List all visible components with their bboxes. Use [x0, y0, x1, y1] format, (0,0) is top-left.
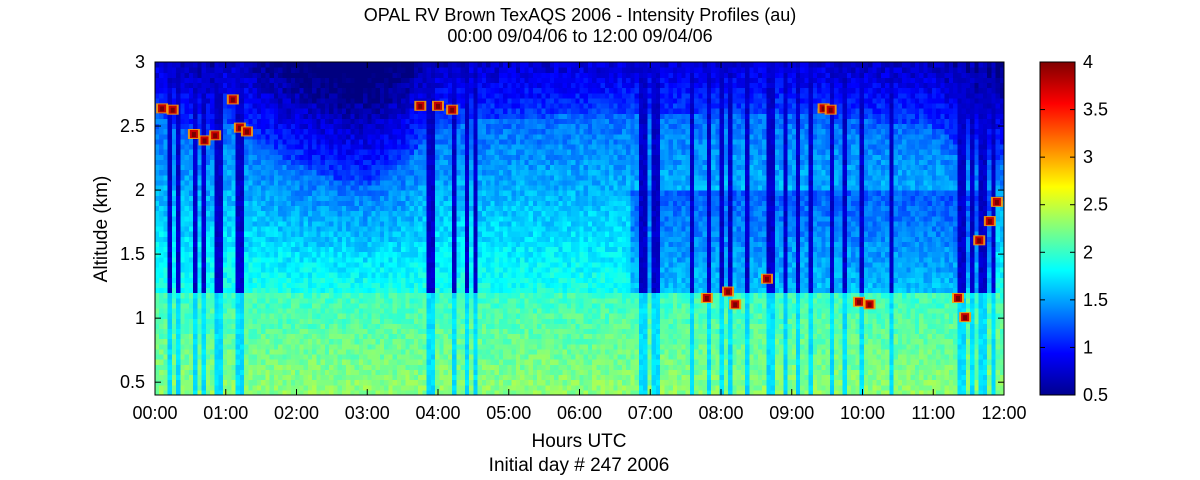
high-intensity-patch: [209, 130, 222, 141]
high-intensity-patch: [817, 103, 830, 114]
high-intensity-patch: [414, 100, 427, 111]
high-intensity-patch: [722, 286, 735, 297]
high-intensity-patch: [729, 299, 742, 310]
y-tick-label: 1.5: [120, 244, 145, 264]
y-tick-label: 2.5: [120, 116, 145, 136]
colorbar-tick-label: 2.5: [1083, 195, 1108, 215]
high-intensity-patch: [824, 104, 837, 115]
x-tick-label: 10:00: [840, 403, 885, 423]
x-tick-label: 03:00: [345, 403, 390, 423]
x-tick-label: 04:00: [415, 403, 460, 423]
colorbar-tick-label: 4: [1083, 52, 1093, 72]
x-tick-label: 00:00: [132, 403, 177, 423]
x-tick-label: 11:00: [911, 403, 955, 423]
colorbar-tick-label: 2: [1083, 242, 1093, 262]
high-intensity-patch: [166, 104, 179, 115]
high-intensity-patch: [233, 122, 246, 133]
high-intensity-patch: [983, 216, 996, 227]
high-intensity-patch: [700, 292, 713, 303]
high-intensity-patch: [990, 196, 1003, 207]
high-intensity-patch: [198, 135, 211, 146]
high-intensity-patch: [863, 299, 876, 310]
high-intensity-patch: [852, 296, 865, 307]
y-tick-label: 3: [135, 52, 145, 72]
colorbar-tick-label: 0.5: [1083, 385, 1108, 405]
colorbar-tick-label: 1: [1083, 337, 1093, 357]
y-tick-label: 2: [135, 180, 145, 200]
x-axis-sublabel: Initial day # 247 2006: [489, 455, 670, 476]
high-intensity-patch: [226, 94, 239, 105]
y-tick-label: 0.5: [120, 372, 145, 392]
heatmap-image: [155, 62, 1004, 395]
high-intensity-patch: [446, 104, 459, 115]
colorbar: [1039, 61, 1076, 396]
x-tick-label: 05:00: [486, 403, 531, 423]
y-axis-label: Altitude (km): [91, 176, 112, 283]
colorbar-tick-label: 3.5: [1083, 100, 1108, 120]
chart-subtitle: 00:00 09/04/06 to 12:00 09/04/06: [447, 26, 713, 46]
colorbar-tick-label: 3: [1083, 147, 1093, 167]
x-tick-label: 08:00: [698, 403, 743, 423]
high-intensity-patch: [240, 126, 253, 137]
high-intensity-patch: [760, 273, 773, 284]
x-tick-label: 01:00: [203, 403, 248, 423]
high-intensity-patch: [973, 235, 986, 246]
x-axis-label: Hours UTC: [531, 431, 626, 452]
y-tick-label: 1: [135, 308, 145, 328]
x-tick-label: 06:00: [557, 403, 602, 423]
x-tick-label: 07:00: [628, 403, 673, 423]
high-intensity-patch: [952, 292, 965, 303]
high-intensity-patch: [432, 100, 444, 111]
high-intensity-patch: [187, 129, 200, 140]
x-tick-label: 02:00: [274, 403, 319, 423]
high-intensity-patch: [959, 312, 972, 323]
x-tick-label: 12:00: [981, 403, 1026, 423]
high-intensity-patch: [156, 103, 169, 114]
x-tick-label: 09:00: [769, 403, 814, 423]
chart-title: OPAL RV Brown TexAQS 2006 - Intensity Pr…: [363, 5, 797, 25]
colorbar-tick-label: 1.5: [1083, 290, 1108, 310]
